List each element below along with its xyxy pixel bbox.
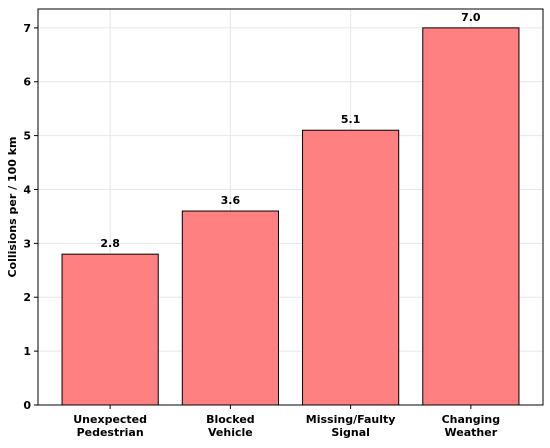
- x-tick-label-line: Vehicle: [208, 426, 253, 439]
- y-tick-label: 1: [23, 345, 31, 358]
- x-tick-label: Unexpected Pedestrian: [73, 413, 147, 439]
- y-tick-label: 0: [23, 399, 31, 412]
- plot-frame: [37, 8, 544, 406]
- bars: [61, 27, 520, 406]
- x-tick-label: Missing/Faulty Signal: [306, 413, 396, 439]
- value-label: 5.1: [341, 113, 361, 126]
- bar: [302, 129, 400, 406]
- y-tick-label: 4: [23, 183, 31, 196]
- bar: [61, 253, 159, 406]
- y-tick-label: 3: [23, 237, 31, 250]
- bar: [422, 27, 520, 406]
- value-label: 3.6: [221, 194, 241, 207]
- y-axis-ticks: 0 1 2 3 4 5 6 7: [23, 22, 38, 412]
- y-tick-label: 2: [23, 291, 31, 304]
- x-tick-label-line: Unexpected: [73, 413, 147, 426]
- y-axis-label: Collisions per / 100 km: [6, 136, 19, 277]
- x-tick-label-line: Pedestrian: [77, 426, 144, 439]
- x-tick-label-line: Weather: [445, 426, 498, 439]
- x-tick-label-line: Changing: [442, 413, 501, 426]
- x-tick-label: Changing Weather: [442, 413, 501, 439]
- y-tick-label: 5: [23, 130, 31, 143]
- value-labels: 2.8 3.6 5.1 7.0: [100, 11, 481, 250]
- y-tick-label: 7: [23, 22, 31, 35]
- x-tick-label-line: Missing/Faulty: [306, 413, 396, 426]
- x-tick-label-line: Signal: [331, 426, 370, 439]
- x-tick-label: Blocked Vehicle: [206, 413, 255, 439]
- y-tick-label: 6: [23, 76, 31, 89]
- bar: [181, 210, 279, 406]
- value-label: 2.8: [100, 237, 120, 250]
- value-label: 7.0: [461, 11, 481, 24]
- x-tick-label-line: Blocked: [206, 413, 255, 426]
- x-axis-ticks: Unexpected Pedestrian Blocked Vehicle Missin…: [73, 405, 500, 439]
